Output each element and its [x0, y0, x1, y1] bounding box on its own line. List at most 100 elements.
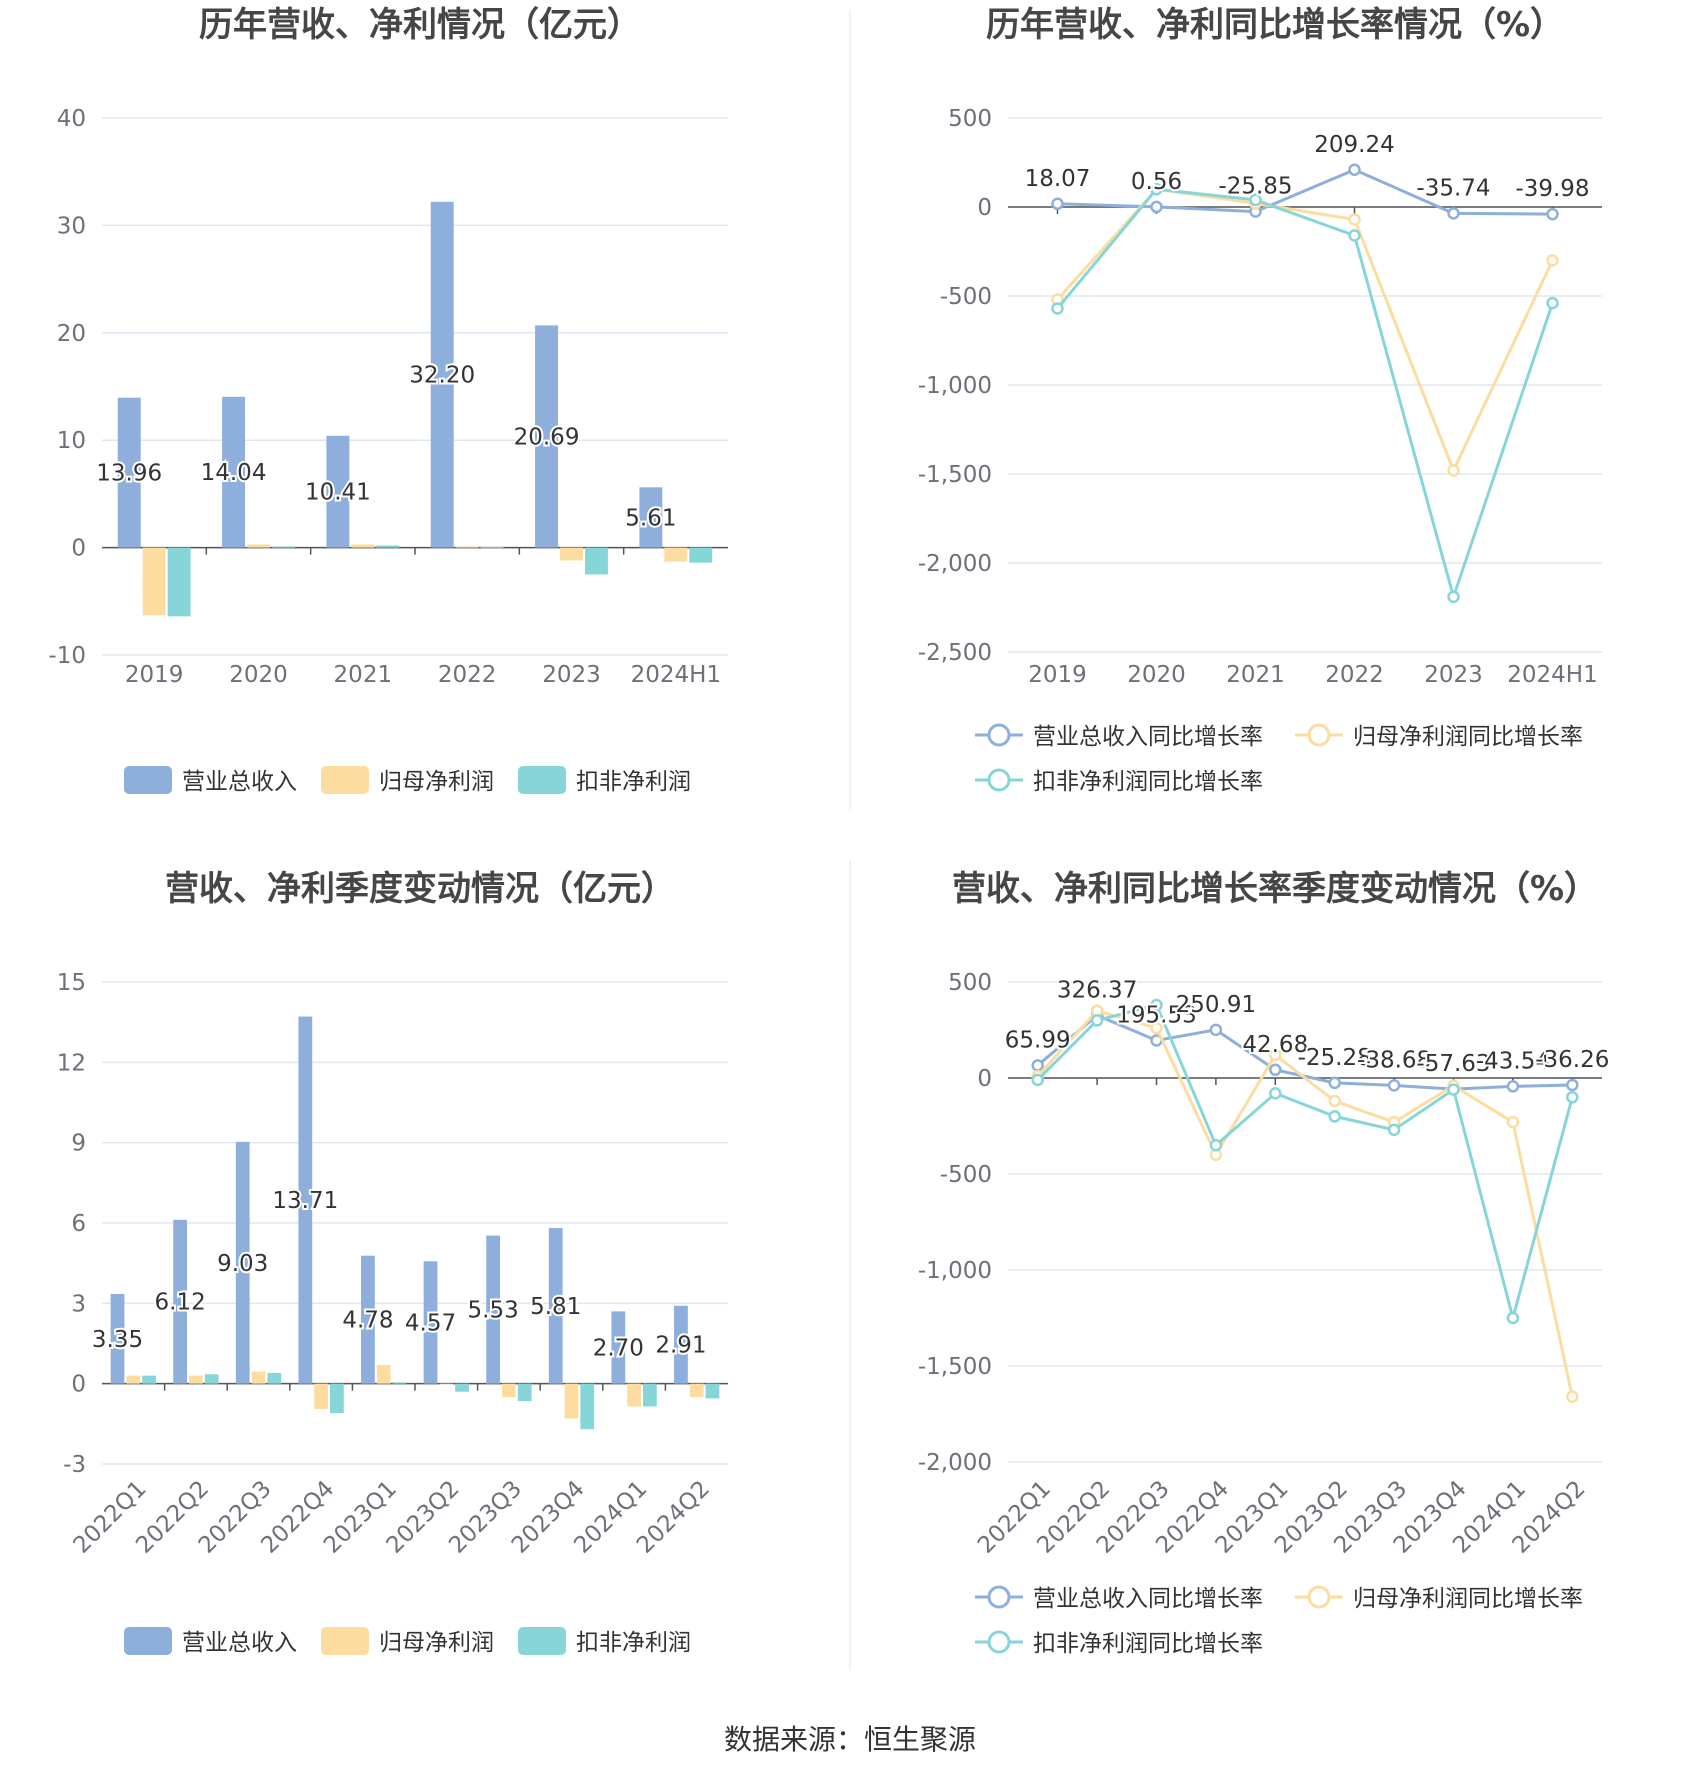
legend: 营业总收入 归母净利润 扣非净利润	[124, 766, 691, 795]
legend-label: 营业总收入同比增长率	[1033, 1586, 1263, 1612]
x-tick-label: 2019	[1028, 662, 1087, 688]
y-tick-label: -3	[63, 1452, 86, 1478]
chart-quarterly-amount: 营收、净利季度变动情况（亿元）-3036912152022Q12022Q2202…	[57, 869, 728, 1656]
y-tick-label: 40	[57, 106, 86, 132]
y-tick-label: -1,500	[918, 462, 992, 488]
bar-归母净利润	[560, 547, 583, 561]
x-tick-label: 2023	[1424, 662, 1483, 688]
series-point-营业总收入同比增长率	[1031, 1059, 1044, 1072]
chart-title: 历年营收、净利情况（亿元）	[199, 5, 641, 45]
data-label: 4.78	[342, 1308, 393, 1334]
data-label: 42.68	[1242, 1032, 1308, 1058]
y-tick-label: 0	[71, 1372, 86, 1398]
data-label: 2.91	[655, 1333, 706, 1359]
chart-annual-amount: 历年营收、净利情况（亿元） -10 0 10 20 30 40 2019 2020 2021 202…	[48, 5, 728, 795]
series-point-扣非净利润同比增长率	[1566, 1090, 1579, 1104]
bar-扣非净利润	[689, 547, 713, 563]
y-tick-label: -500	[940, 284, 992, 310]
bar-营业总收入	[222, 396, 246, 548]
bar-营业总收入	[361, 1255, 375, 1384]
y-tick-label: -500	[940, 1162, 992, 1188]
data-label: 20.69	[514, 424, 580, 450]
data-label: 13.96	[96, 461, 162, 487]
legend-label: 扣非净利润同比增长率	[1033, 769, 1263, 795]
y-tick-label: 20	[57, 321, 86, 347]
bar-营业总收入	[423, 1261, 438, 1384]
series-point-营业总收入同比增长率	[1387, 1079, 1401, 1092]
x-tick-label: 2019	[125, 662, 184, 688]
y-tick-label: 0	[71, 536, 86, 562]
legend-label: 归母净利润同比增长率	[1353, 1586, 1583, 1612]
y-tick-label: -2,000	[918, 1450, 992, 1476]
data-label: 4.57	[405, 1310, 456, 1336]
y-tick-label: 3	[71, 1291, 86, 1317]
x-tick-label: 2024H1	[631, 662, 721, 688]
bar-营业总收入	[535, 325, 559, 548]
chart-annual-growth: 历年营收、净利同比增长率情况（%） -2,500 -2,000 -1,500 -1,00…	[918, 5, 1602, 795]
series-point-归母净利润同比增长率	[1269, 1048, 1282, 1062]
bar-归母净利润	[351, 544, 375, 548]
series-point-归母净利润同比增长率	[1348, 213, 1361, 226]
data-label: 3.35	[92, 1327, 143, 1353]
legend-swatch	[518, 1627, 566, 1655]
bar-营业总收入	[110, 1293, 125, 1384]
bar-扣非净利润	[642, 1383, 657, 1407]
series-point-营业总收入同比增长率	[1269, 1063, 1282, 1077]
series-point-营业总收入同比增长率	[1051, 197, 1064, 211]
y-tick-label: 0	[977, 195, 992, 221]
y-tick-label: -1,000	[918, 1258, 992, 1284]
series-point-归母净利润同比增长率	[1150, 1021, 1163, 1035]
legend-label: 归母净利润	[379, 769, 494, 795]
bar-营业总收入	[486, 1235, 501, 1384]
bar-扣非净利润	[705, 1383, 720, 1399]
y-tick-label: -1,500	[918, 1354, 992, 1380]
data-label: 5.61	[625, 505, 676, 531]
bar-扣非净利润	[267, 1372, 282, 1384]
series-point-扣非净利润同比增长率	[1348, 229, 1361, 242]
bar-归母净利润	[126, 1375, 141, 1384]
legend-label: 归母净利润	[379, 1630, 494, 1656]
data-label: 14.04	[201, 460, 267, 486]
legend-label: 扣非净利润同比增长率	[1033, 1631, 1263, 1657]
series-point-扣非净利润同比增长率	[1209, 1138, 1223, 1152]
series-line-扣非净利润同比增长率	[1036, 1003, 1574, 1324]
legend: 营业总收入 归母净利润 扣非净利润	[124, 1627, 691, 1656]
series-point-营业总收入同比增长率	[1209, 1023, 1223, 1037]
data-label: -25.85	[1218, 174, 1292, 200]
bar-扣非净利润	[455, 1383, 469, 1392]
chart-quarterly-growth: 营收、净利同比增长率季度变动情况（%） -2,000 -1,500 -1,000 -50…	[918, 869, 1612, 1657]
data-label: 65.99	[1005, 1027, 1071, 1053]
bar-营业总收入	[611, 1311, 626, 1384]
series-point-扣非净利润同比增长率	[1269, 1087, 1282, 1100]
legend-marker	[987, 1585, 1011, 1609]
legend-swatch	[518, 766, 566, 794]
y-tick-label: 15	[57, 970, 86, 996]
data-label: 32.20	[409, 363, 475, 389]
legend-marker	[987, 723, 1011, 747]
x-tick-label: 2022	[1325, 662, 1384, 688]
y-tick-label: 9	[71, 1131, 86, 1157]
series-point-归母净利润同比增长率	[1447, 464, 1460, 477]
bar-归母净利润	[689, 1383, 704, 1398]
legend-label: 扣非净利润	[576, 1630, 691, 1656]
bar-归母净利润	[664, 547, 688, 562]
bar-营业总收入	[298, 1016, 313, 1384]
bar-扣非净利润	[580, 1383, 595, 1430]
data-label: 0.56	[1131, 169, 1182, 195]
series-line-归母净利润同比增长率	[1056, 187, 1554, 475]
data-label: 18.07	[1025, 166, 1091, 192]
data-label: -36.26	[1535, 1047, 1609, 1073]
series-point-归母净利润同比增长率	[1566, 1390, 1579, 1403]
bar-扣非净利润	[329, 1383, 344, 1414]
legend-marker	[987, 1630, 1011, 1654]
bar-归母净利润	[376, 1364, 391, 1384]
bar-扣非净利润	[480, 547, 504, 548]
bar-归母净利润	[564, 1383, 579, 1419]
legend-swatch	[124, 766, 172, 794]
bar-归母净利润	[251, 1371, 266, 1384]
data-label: 9.03	[217, 1251, 268, 1277]
series-point-归母净利润同比增长率	[1506, 1115, 1520, 1129]
